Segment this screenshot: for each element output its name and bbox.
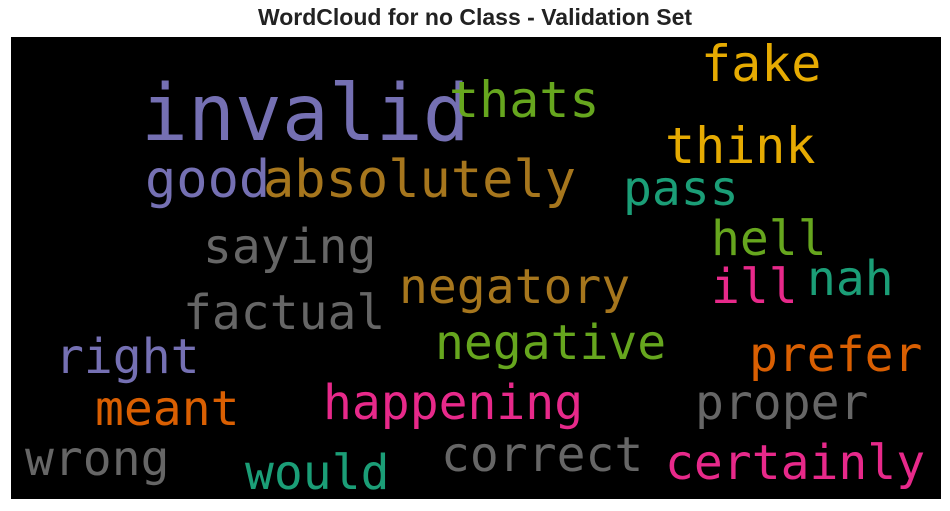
word-proper: proper (695, 375, 869, 431)
word-think: think (665, 117, 816, 175)
word-factual: factual (183, 285, 386, 341)
word-negatory: negatory (399, 259, 631, 315)
word-right: right (55, 329, 200, 385)
word-prefer: prefer (749, 327, 923, 383)
word-certainly: certainly (665, 435, 926, 491)
word-cloud: invalid thats fake think good absolutely… (11, 37, 941, 499)
word-negative: negative (435, 315, 667, 371)
word-wrong: wrong (25, 431, 170, 487)
chart-title: WordCloud for no Class - Validation Set (257, 4, 693, 30)
word-pass: pass (623, 161, 739, 217)
word-nah: nah (807, 251, 894, 307)
word-saying: saying (203, 219, 377, 275)
word-good: good (145, 150, 271, 210)
word-would: would (245, 445, 390, 499)
word-correct: correct (441, 427, 644, 483)
word-absolutely: absolutely (263, 150, 577, 210)
word-fake: fake (701, 37, 822, 93)
word-thats: thats (449, 71, 600, 129)
word-happening: happening (323, 375, 584, 431)
word-invalid: invalid (141, 69, 470, 159)
word-ill: ill (711, 259, 798, 315)
word-meant: meant (95, 381, 240, 437)
word-hell: hell (711, 211, 827, 267)
